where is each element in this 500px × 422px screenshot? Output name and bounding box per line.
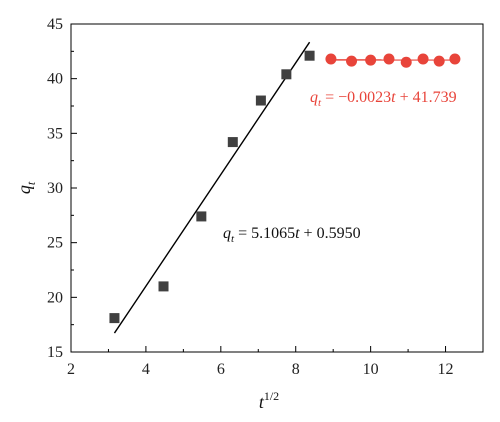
y-tick-label: 15 xyxy=(47,344,63,361)
circle-point xyxy=(449,53,461,65)
x-axis-ticks: 2 4 6 8 10 12 xyxy=(67,346,454,378)
square-point xyxy=(196,211,207,222)
y-tick-label: 45 xyxy=(47,16,63,33)
plot-frame xyxy=(70,23,484,353)
x-tick-label: 12 xyxy=(438,361,454,378)
square-point xyxy=(227,137,238,148)
circle-point xyxy=(325,53,337,65)
circle-point xyxy=(346,55,358,67)
y-axis-ticks: 15 20 25 30 35 40 45 xyxy=(47,16,77,361)
x-axis-title: t1/2 xyxy=(259,389,279,412)
fit-line-1 xyxy=(113,41,311,334)
x-tick-label: 8 xyxy=(292,361,300,378)
x-tick-label: 2 xyxy=(67,361,75,378)
fit-equation-2: qt = −0.0023t + 41.739 xyxy=(310,89,457,109)
circle-point xyxy=(433,55,445,67)
y-tick-label: 25 xyxy=(47,235,63,252)
square-point xyxy=(158,281,169,292)
data-points xyxy=(109,50,461,324)
square-point xyxy=(255,95,266,106)
square-point xyxy=(281,69,292,80)
circle-point xyxy=(400,56,412,68)
x-tick-label: 6 xyxy=(217,361,225,378)
circle-point xyxy=(383,53,395,65)
square-point xyxy=(109,313,120,324)
y-tick-label: 40 xyxy=(47,71,63,88)
plot-border xyxy=(70,23,484,353)
circle-point xyxy=(365,54,377,66)
x-tick-label: 4 xyxy=(142,361,150,378)
y-tick-label: 35 xyxy=(47,125,63,142)
square-point xyxy=(304,50,315,61)
y-axis-title: qt xyxy=(14,181,38,194)
chart-labels: t1/2 qt qt = 5.1065t + 0.5950 qt = −0.0023t… xyxy=(14,89,457,412)
y-tick-label: 30 xyxy=(47,180,63,197)
circle-point xyxy=(417,53,429,65)
fit-equation-1: qt = 5.1065t + 0.5950 xyxy=(223,225,361,245)
x-tick-label: 10 xyxy=(363,361,379,378)
y-tick-label: 20 xyxy=(47,289,63,306)
